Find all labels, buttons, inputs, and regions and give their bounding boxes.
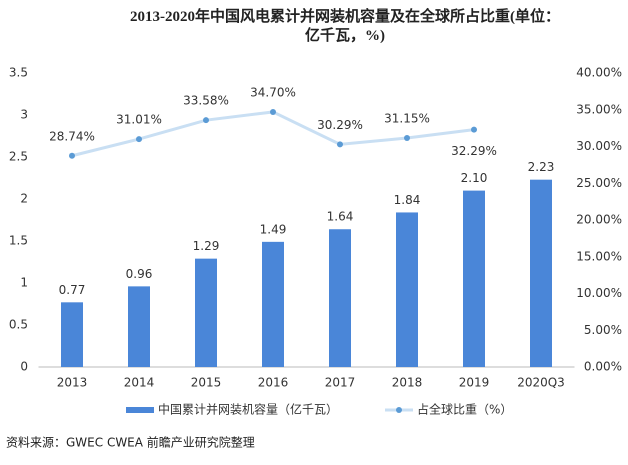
y-tick-label: 2.5 [9,150,28,164]
legend-swatch [126,407,154,413]
y-tick-label: 2 [20,192,28,206]
y2-tick-label: 0.00% [584,360,622,374]
line-value-label: 30.29% [317,118,363,132]
line-value-label: 32.29% [451,144,497,158]
bar [530,179,552,367]
bar-value-label: 1.49 [260,222,287,236]
y-tick-label: 0.5 [9,318,28,332]
bar-value-label: 1.64 [327,210,354,224]
line-marker [404,135,410,142]
line-marker [337,141,343,148]
bar-value-label: 2.23 [528,160,555,174]
bar-value-label: 2.10 [461,171,488,185]
x-tick-label: 2018 [392,376,423,390]
bar-value-label: 0.77 [59,283,86,297]
bar [61,302,83,367]
y2-tick-label: 10.00% [576,286,622,300]
bar [262,241,284,367]
bar-value-label: 1.29 [193,239,220,253]
line-marker [203,117,209,124]
bar [329,229,351,367]
x-tick-label: 2015 [191,376,222,390]
y-tick-label: 1 [20,276,28,290]
legend-label: 占全球比重（%） [417,402,512,417]
bar-value-label: 0.96 [126,267,153,281]
x-tick-label: 2019 [459,376,490,390]
x-tick-label: 2013 [57,376,88,390]
y-tick-label: 0 [20,360,28,374]
line-value-label: 31.01% [116,113,162,127]
bar-value-label: 1.84 [394,193,421,207]
y2-tick-label: 15.00% [576,249,622,263]
y2-tick-label: 20.00% [576,213,622,227]
source-note: 资料来源：GWEC CWEA 前瞻产业研究院整理 [6,435,255,450]
line-marker [270,108,276,115]
x-tick-label: 2020Q3 [517,376,565,390]
bar [396,212,418,367]
y2-tick-label: 30.00% [576,139,622,153]
legend-swatch [396,407,402,413]
y-tick-label: 3.5 [9,66,28,80]
line-value-label: 31.15% [384,112,430,126]
y-tick-label: 1.5 [9,234,28,248]
y2-tick-label: 35.00% [576,102,622,116]
bar [463,190,485,367]
line-marker [471,126,477,133]
y2-tick-label: 25.00% [576,176,622,190]
y2-tick-label: 40.00% [576,66,622,80]
bar [195,258,217,367]
bar [128,286,150,367]
legend-label: 中国累计并网装机容量（亿千瓦） [158,402,338,417]
chart-title: 2013-2020年中国风电累计并网装机容量及在全球所占比重(单位：亿千瓦，%) [130,9,560,44]
x-tick-label: 2014 [124,376,155,390]
line-value-label: 28.74% [49,129,95,143]
line-value-label: 34.70% [250,85,296,99]
line-marker [69,152,75,159]
x-tick-label: 2017 [325,376,356,390]
y-tick-label: 3 [20,108,28,122]
x-tick-label: 2016 [258,376,289,390]
y2-tick-label: 5.00% [584,323,622,337]
line-marker [136,136,142,143]
line-value-label: 33.58% [183,94,229,108]
